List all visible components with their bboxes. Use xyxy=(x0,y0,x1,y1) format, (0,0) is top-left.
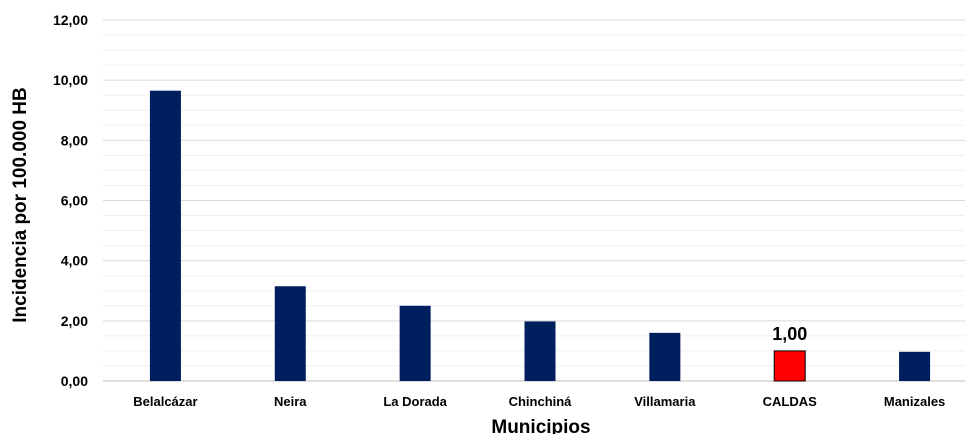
bar-caldas xyxy=(773,350,806,382)
x-tick-label: Manizales xyxy=(884,394,945,409)
bar-villamaria xyxy=(649,332,681,381)
x-tick-label: Chinchiná xyxy=(509,394,573,409)
bar-chinchin- xyxy=(524,321,556,381)
x-tick-label: Belalcázar xyxy=(133,394,197,409)
bar-neira xyxy=(274,286,306,381)
x-tick-label: Neira xyxy=(274,394,307,409)
labels: Belalcázar Neira La Dorada Chinchiná Villama… xyxy=(133,324,945,409)
y-tick-label: 8,00 xyxy=(61,132,88,148)
x-axis-title: Municipios xyxy=(491,417,590,434)
y-tick-label: 4,00 xyxy=(61,253,88,269)
y-axis-title: Incidencia por 100.000 HB xyxy=(10,87,31,323)
bar-manizales xyxy=(899,351,931,381)
x-tick-label: La Dorada xyxy=(383,394,447,409)
y-tick-label: 10,00 xyxy=(53,72,88,88)
y-tick-label: 6,00 xyxy=(61,193,88,209)
y-tick-label: 0,00 xyxy=(61,373,88,389)
x-tick-label: Villamaria xyxy=(634,394,696,409)
bars xyxy=(149,90,931,382)
y-tick-label: 2,00 xyxy=(61,313,88,329)
data-label: 1,00 xyxy=(772,324,807,344)
y-tick-label: 12,00 xyxy=(53,12,88,28)
x-tick-label: CALDAS xyxy=(763,394,817,409)
bar-la-dorada xyxy=(399,305,431,381)
bar-belalc-zar xyxy=(149,90,181,381)
gridlines xyxy=(103,19,965,382)
